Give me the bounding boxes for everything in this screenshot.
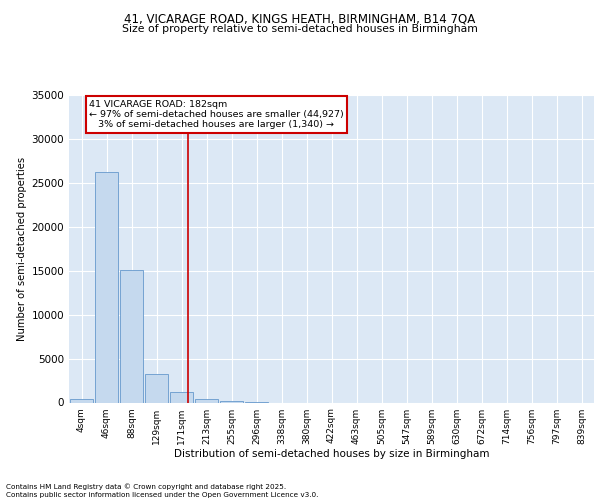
Bar	[145, 374, 169, 402]
Bar	[220, 400, 244, 402]
Bar	[194, 398, 218, 402]
Text: Contains HM Land Registry data © Crown copyright and database right 2025.
Contai: Contains HM Land Registry data © Crown c…	[6, 484, 319, 498]
Text: 41 VICARAGE ROAD: 182sqm
← 97% of semi-detached houses are smaller (44,927)
   3: 41 VICARAGE ROAD: 182sqm ← 97% of semi-d…	[89, 100, 344, 130]
Text: 41, VICARAGE ROAD, KINGS HEATH, BIRMINGHAM, B14 7QA: 41, VICARAGE ROAD, KINGS HEATH, BIRMINGH…	[124, 12, 476, 26]
Bar	[170, 392, 193, 402]
Y-axis label: Number of semi-detached properties: Number of semi-detached properties	[17, 156, 27, 341]
X-axis label: Distribution of semi-detached houses by size in Birmingham: Distribution of semi-detached houses by …	[174, 450, 489, 460]
Text: Size of property relative to semi-detached houses in Birmingham: Size of property relative to semi-detach…	[122, 24, 478, 34]
Bar	[95, 172, 118, 402]
Bar	[119, 270, 143, 402]
Bar	[70, 399, 94, 402]
